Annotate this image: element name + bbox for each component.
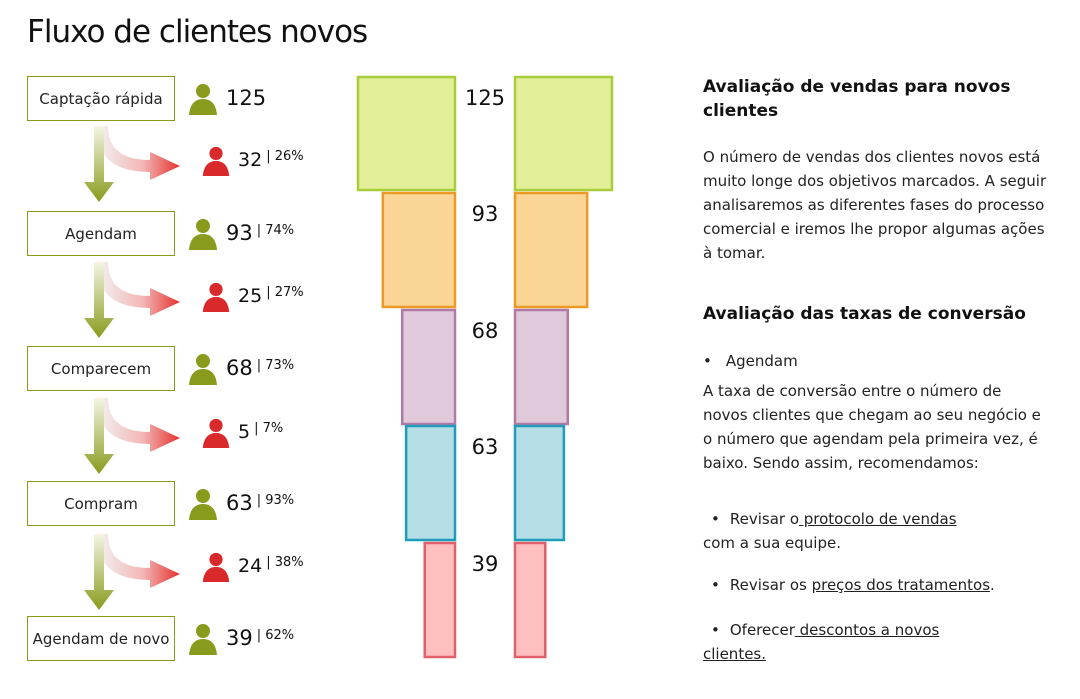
page-title: Fluxo de clientes novos bbox=[27, 14, 368, 50]
funnel-bar-left-3 bbox=[404, 424, 457, 542]
heading-sales-evaluation: Avaliação de vendas para novos clientes bbox=[703, 77, 1011, 121]
lost-person-icon bbox=[202, 282, 230, 313]
stage-box-comparecem: Comparecem bbox=[27, 346, 175, 391]
funnel-value-label: 93 bbox=[472, 202, 499, 226]
lost-person-icon bbox=[202, 146, 230, 177]
stage-box-compram: Compram bbox=[27, 481, 175, 526]
person-icon bbox=[189, 84, 217, 115]
lost-person-icon bbox=[202, 418, 230, 449]
loss-count: 32 | 26% bbox=[238, 149, 304, 171]
flow-arrow-icon bbox=[84, 126, 180, 202]
treatment-prices-link[interactable]: preços dos tratamentos bbox=[811, 576, 991, 594]
funnel-value-label: 125 bbox=[465, 86, 505, 110]
flow-arrow-icon bbox=[84, 534, 180, 610]
person-icon bbox=[189, 489, 217, 520]
funnel-value-label: 68 bbox=[472, 319, 499, 343]
stage-count: 39 | 62% bbox=[226, 626, 295, 650]
heading-conversion: Avaliação das taxas de conversão bbox=[703, 304, 1026, 324]
funnel-bar-left-4 bbox=[423, 541, 457, 659]
stage-count: 125 bbox=[226, 86, 267, 110]
recommendation-2: Revisar os preços dos tratamentos. bbox=[703, 573, 1053, 597]
stage-count: 93 | 74% bbox=[226, 221, 295, 245]
funnel-bar-right-3 bbox=[513, 424, 566, 542]
person-icon bbox=[189, 354, 217, 385]
recommendation-3: Oferecer descontos a novos clientes. bbox=[703, 618, 1053, 666]
stage-count: 63 | 93% bbox=[226, 491, 295, 515]
funnel-chart: 125 93 68 63 39 bbox=[356, 75, 614, 659]
funnel-value-label: 63 bbox=[472, 435, 499, 459]
funnel-value-label: 39 bbox=[472, 552, 499, 576]
intro-paragraph: O número de vendas dos clientes novos es… bbox=[703, 148, 1047, 262]
new-client-discounts-link-cont[interactable]: clientes. bbox=[703, 645, 767, 663]
flow-arrow-icon bbox=[84, 262, 180, 338]
conversion-paragraph: A taxa de conversão entre o número de no… bbox=[703, 382, 1041, 472]
person-icon bbox=[189, 624, 217, 655]
flow-arrow-icon bbox=[84, 398, 180, 474]
loss-count: 5 | 7% bbox=[238, 421, 284, 443]
stage-count: 68 | 73% bbox=[226, 356, 295, 380]
funnel-bar-right-1 bbox=[513, 191, 589, 309]
funnel-bar-left-2 bbox=[400, 308, 457, 426]
loss-count: 25 | 27% bbox=[238, 285, 304, 307]
lost-person-icon bbox=[202, 552, 230, 583]
funnel-bar-left-1 bbox=[381, 191, 457, 309]
stage-box-agendam-de-novo: Agendam de novo bbox=[27, 616, 175, 661]
stage-box-agendam: Agendam bbox=[27, 211, 175, 256]
funnel-bar-right-0 bbox=[513, 75, 614, 192]
stage-box-captacao: Captação rápida bbox=[27, 76, 175, 121]
loss-count: 24 | 38% bbox=[238, 555, 304, 577]
new-client-discounts-link[interactable]: descontos a novos bbox=[794, 621, 940, 639]
person-icon bbox=[189, 219, 217, 250]
funnel-bar-left-0 bbox=[356, 75, 457, 192]
bullet-agendam: Agendam bbox=[703, 349, 1053, 373]
funnel-bar-right-2 bbox=[513, 308, 570, 426]
funnel-bar-right-4 bbox=[513, 541, 547, 659]
sales-protocol-link[interactable]: protocolo de vendas bbox=[799, 510, 957, 528]
